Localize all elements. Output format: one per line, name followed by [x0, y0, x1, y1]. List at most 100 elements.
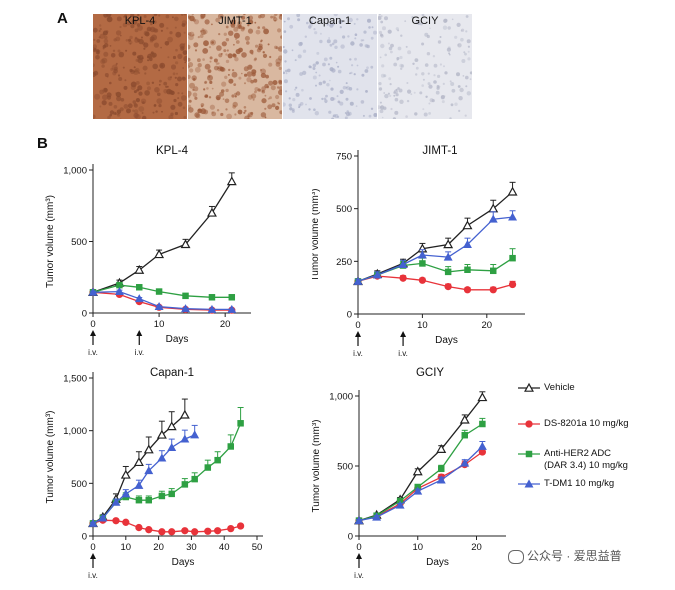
ihc-cell [261, 86, 266, 91]
y-tick-label: 1,000 [63, 426, 87, 437]
ihc-cell [173, 98, 177, 103]
data-point-antiher2 [444, 268, 452, 276]
ihc-cell [254, 21, 257, 24]
ihc-cell [421, 72, 425, 76]
ihc-cell [262, 26, 266, 30]
ihc-cell [116, 109, 122, 114]
data-point-antiher2 [204, 464, 212, 471]
ihc-cell [348, 17, 353, 23]
ihc-cell [147, 53, 153, 59]
ihc-cell [432, 55, 436, 58]
ihc-cell [164, 41, 170, 46]
ihc-cell [328, 37, 330, 39]
ihc-cell [188, 65, 190, 69]
ihc-cell [397, 87, 400, 90]
ihc-cell [246, 71, 253, 77]
ihc-cell [225, 38, 230, 42]
ihc-image-gciy [378, 14, 472, 119]
ihc-cell [448, 52, 451, 55]
legend-label-antiher2-line2: (DAR 3.4) 10 mg/kg [544, 460, 628, 471]
ihc-cell [258, 43, 261, 46]
dosing-label: i.v. [88, 571, 98, 580]
ihc-cell [378, 105, 381, 110]
ihc-cell [116, 113, 121, 117]
ihc-cell [291, 108, 295, 111]
ihc-cell [101, 57, 108, 64]
chart-jimt1: JIMT-1 0 250 500 750 0 10 20 Tumor volume (mm³) D… [310, 140, 562, 370]
ihc-cell [428, 102, 431, 105]
ihc-cell [387, 42, 390, 45]
ihc-cell [366, 66, 369, 70]
ihc-label-capan1: Capan-1 [308, 15, 352, 27]
ihc-cell [93, 44, 97, 49]
ihc-cell [177, 76, 182, 82]
ihc-cell [389, 83, 392, 86]
ihc-cell [315, 71, 318, 74]
ihc-cell [257, 88, 261, 92]
ihc-cell [384, 16, 388, 21]
ihc-cell [338, 19, 343, 24]
data-point-vehicle [436, 444, 447, 453]
ihc-cell [412, 62, 415, 65]
ihc-cell [182, 50, 187, 55]
ihc-cell [312, 63, 317, 68]
ihc-cell [209, 56, 213, 60]
ihc-cell [150, 51, 154, 55]
ihc-cell [428, 112, 431, 115]
ihc-cell [99, 89, 104, 95]
ihc-cell [152, 20, 157, 24]
ihc-cell [411, 16, 414, 19]
ihc-cell [94, 93, 101, 100]
ihc-cell [318, 20, 321, 23]
series-line-vehicle [92, 414, 186, 524]
ihc-cell [144, 31, 150, 37]
ihc-cell [120, 98, 125, 102]
data-point-tdm1 [88, 287, 98, 296]
ihc-cell [215, 62, 219, 65]
data-point-ds8201a [418, 276, 427, 284]
x-tick-label: 0 [90, 542, 95, 553]
dosing-label: i.v. [354, 571, 364, 580]
ihc-cell [395, 93, 399, 97]
ihc-cell [457, 85, 461, 88]
ihc-cell [210, 39, 216, 46]
y-axis-label: Tumor volume (mm³) [312, 420, 322, 513]
ihc-cell [93, 27, 98, 33]
ihc-cell [166, 88, 172, 95]
legend-swatch-tdm1 [518, 479, 540, 488]
ihc-background [378, 14, 472, 119]
ihc-cell [334, 45, 338, 49]
ihc-cell [183, 55, 187, 62]
ihc-cell [109, 81, 112, 85]
ihc-cell [274, 45, 278, 49]
ihc-cell [104, 43, 109, 48]
ihc-cell [197, 63, 202, 68]
x-tick-label: 40 [219, 542, 230, 553]
ihc-cell [319, 39, 323, 44]
ihc-cell [216, 65, 223, 72]
ihc-cell [113, 68, 118, 74]
ihc-cell [258, 15, 262, 19]
ihc-cell [181, 95, 187, 101]
ihc-cell [463, 51, 466, 54]
ihc-cell [426, 52, 431, 56]
ihc-cell [398, 88, 403, 93]
y-tick-label: 1,000 [329, 392, 353, 403]
ihc-cell [349, 58, 352, 61]
ihc-cell [182, 76, 186, 81]
ihc-cell [428, 84, 433, 89]
ihc-cell [103, 87, 108, 93]
ihc-cell [285, 72, 288, 75]
ihc-cell [431, 99, 435, 103]
series-ds8201a [89, 516, 245, 536]
ihc-cell [260, 112, 267, 118]
ihc-cell [247, 117, 250, 119]
ihc-cell [133, 102, 138, 107]
series-antiher2 [355, 417, 486, 524]
ihc-cell [429, 27, 431, 30]
data-point-vehicle [154, 249, 165, 259]
ihc-label-jimt1: JIMT-1 [218, 15, 252, 27]
x-tick-label: 50 [252, 542, 263, 553]
y-tick-label: 1,500 [63, 374, 87, 385]
legend-label-antiher2-line1: Anti-HER2 ADC [544, 448, 612, 459]
